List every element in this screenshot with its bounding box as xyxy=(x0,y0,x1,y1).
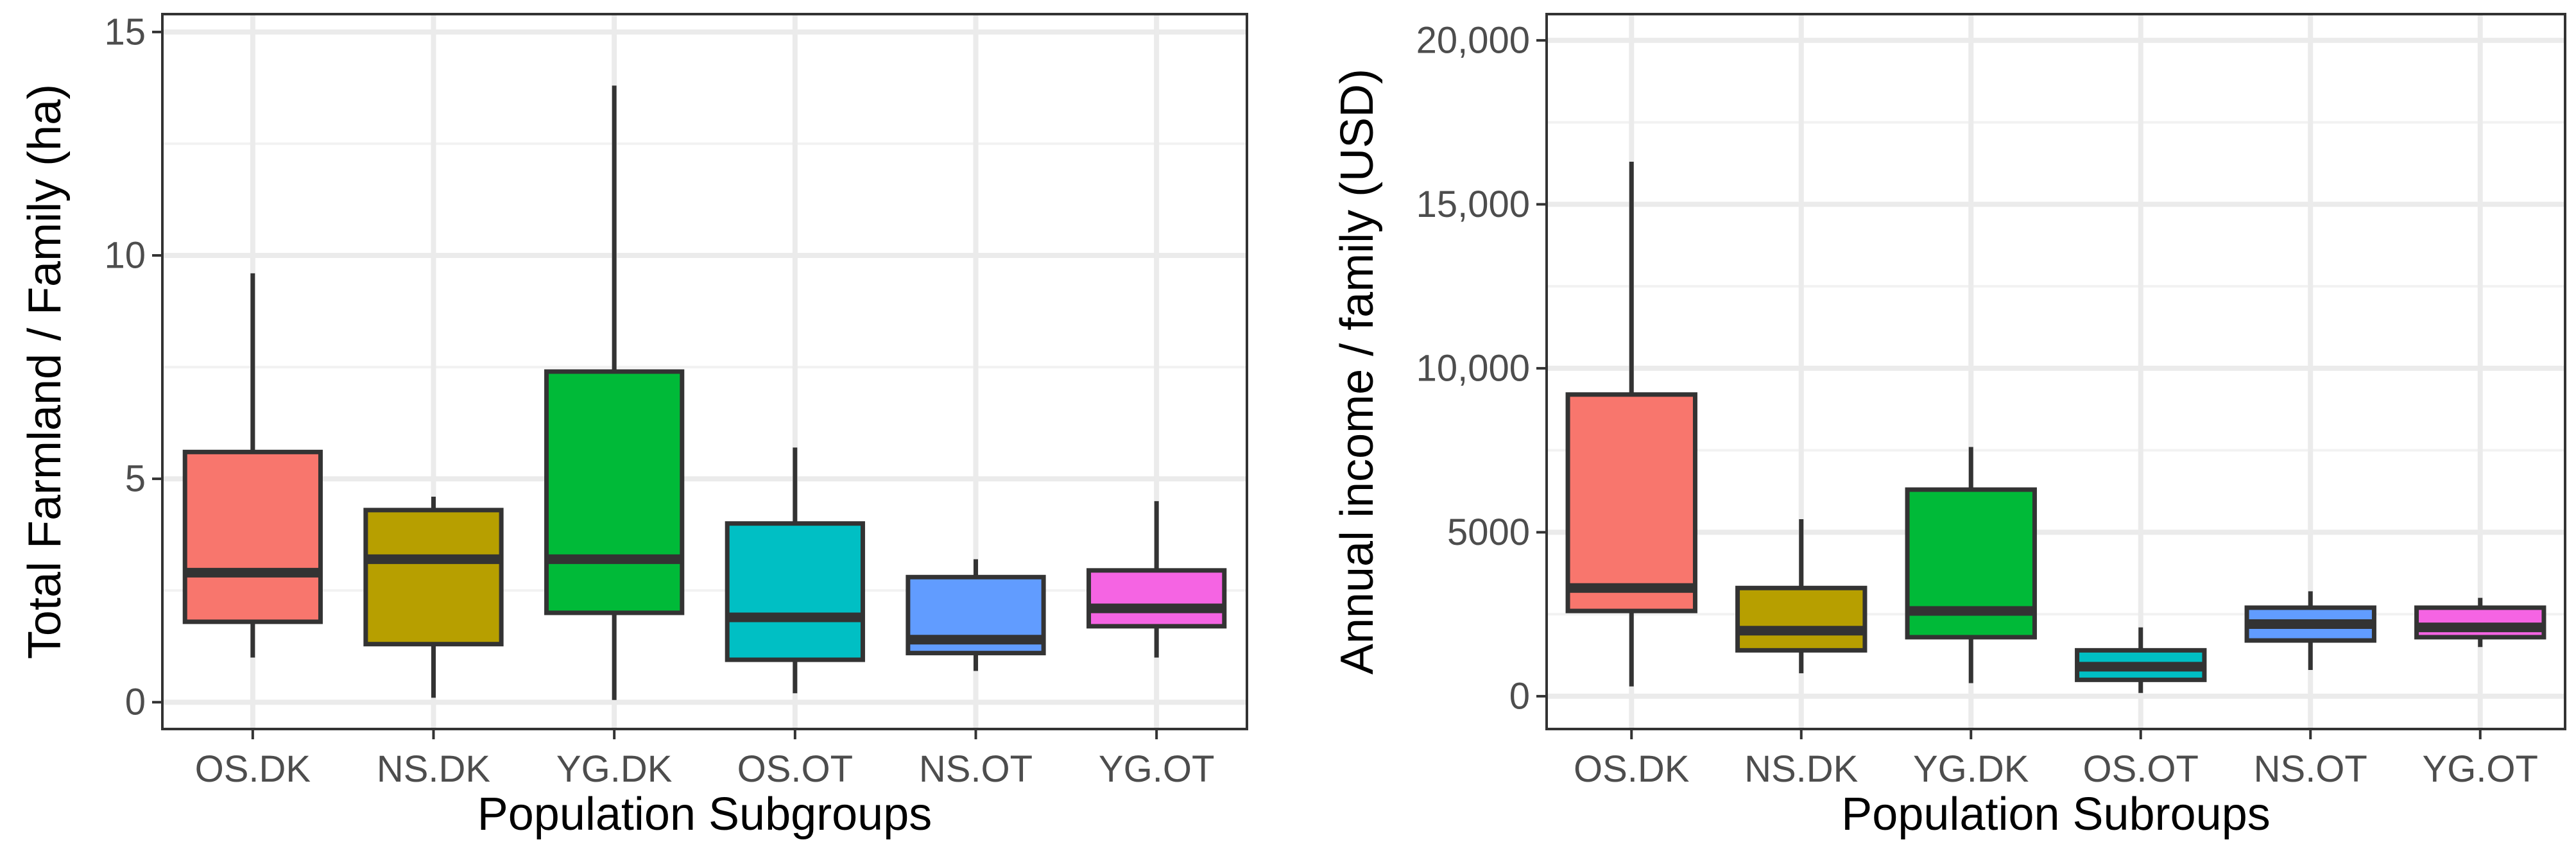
y-tick-label: 10,000 xyxy=(1416,347,1530,389)
x-tick-label: OS.DK xyxy=(1574,748,1690,790)
box-body xyxy=(1735,585,1868,653)
x-tick-label: NS.OT xyxy=(2254,748,2367,790)
x-axis: OS.DK NS.DK YG.DK OS.OT NS.OT YG.OT xyxy=(1574,729,2538,790)
panel-border xyxy=(161,13,1248,730)
box-os-dk xyxy=(1565,161,1697,687)
boxplots xyxy=(182,85,1227,700)
y-tick-label: 15,000 xyxy=(1416,184,1530,225)
panel-background xyxy=(162,14,1247,729)
panel-border xyxy=(1545,13,2566,730)
y-tick-label: 0 xyxy=(1509,675,1530,717)
y-tick-label: 10 xyxy=(104,234,146,276)
x-tick-label: OS.DK xyxy=(195,748,311,790)
box-os-dk xyxy=(182,273,323,658)
x-axis-title: Population Subgroups xyxy=(477,789,932,840)
y-tick-label: 5000 xyxy=(1447,511,1530,553)
y-axis-title: Total Farmland / Family (ha) xyxy=(19,84,71,659)
box-body xyxy=(1086,568,1227,629)
box-ns-ot xyxy=(2244,591,2376,671)
x-tick-label: YG.DK xyxy=(556,748,673,790)
box-body xyxy=(182,449,323,624)
box-os-ot xyxy=(725,447,865,694)
boxplots xyxy=(1565,161,2546,693)
farmland-chart: 0 5 10 15 OS.DK NS.DK YG.DK OS.OT NS.OT YG.OT Popu… xyxy=(19,11,1248,840)
x-tick-label: YG.OT xyxy=(1099,748,1214,790)
box-yg-ot xyxy=(2414,597,2546,648)
box-body xyxy=(1565,392,1697,614)
x-tick-label: NS.DK xyxy=(1744,748,1859,790)
box-yg-dk xyxy=(544,85,685,700)
x-tick-label: OS.OT xyxy=(737,748,853,790)
x-tick-label: NS.OT xyxy=(919,748,1033,790)
y-tick-label: 5 xyxy=(125,458,146,500)
box-body xyxy=(363,508,504,647)
x-axis: OS.DK NS.DK YG.DK OS.OT NS.OT YG.OT xyxy=(195,729,1214,790)
x-tick-label: OS.OT xyxy=(2083,748,2199,790)
box-os-ot xyxy=(2075,627,2207,693)
y-tick-label: 0 xyxy=(125,682,146,723)
box-body xyxy=(725,521,865,662)
box-ns-ot xyxy=(906,559,1046,671)
box-body xyxy=(2414,605,2546,640)
box-ns-dk xyxy=(1735,519,1868,674)
y-tick-label: 15 xyxy=(104,11,146,53)
y-tick-label: 20,000 xyxy=(1416,19,1530,61)
box-body xyxy=(544,369,685,615)
x-tick-label: YG.DK xyxy=(1913,748,2029,790)
box-ns-dk xyxy=(363,496,504,698)
x-axis-title: Population Subroups xyxy=(1841,789,2271,840)
x-tick-label: YG.OT xyxy=(2423,748,2538,790)
box-yg-ot xyxy=(1086,501,1227,658)
panel-background xyxy=(1547,14,2565,729)
box-yg-dk xyxy=(1905,447,2037,683)
y-axis-title: Annual income / family (USD) xyxy=(1332,69,1383,674)
y-axis: 0 5000 10,000 15,000 20,000 xyxy=(1416,19,1547,717)
y-axis: 0 5 10 15 xyxy=(104,11,162,723)
x-tick-label: NS.DK xyxy=(377,748,491,790)
